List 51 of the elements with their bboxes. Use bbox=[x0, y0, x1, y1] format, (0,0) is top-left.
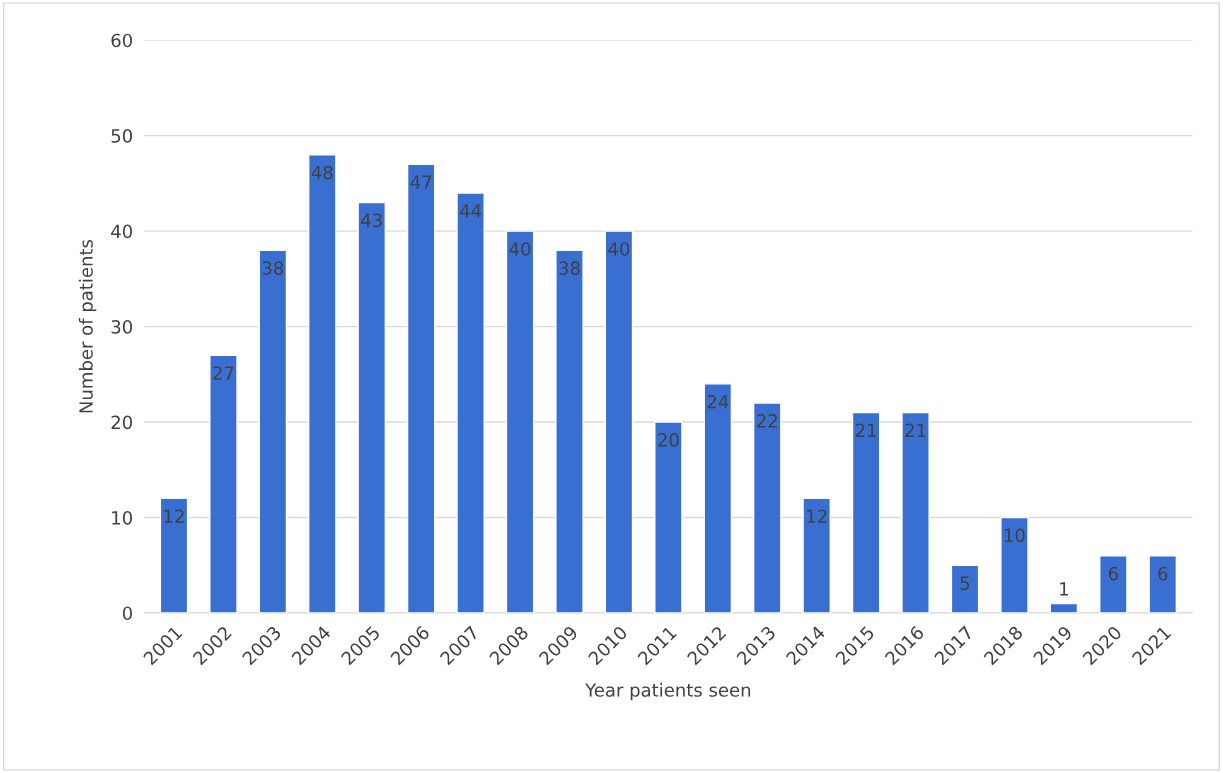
data-label: 22 bbox=[757, 413, 777, 428]
bar bbox=[456, 192, 485, 613]
bar bbox=[357, 201, 387, 613]
data-label: 6 bbox=[1108, 566, 1118, 581]
data-label: 24 bbox=[707, 394, 729, 409]
data-label: 12 bbox=[164, 509, 184, 523]
y-tick-label: 60 bbox=[111, 33, 132, 48]
data-label: 10 bbox=[1004, 528, 1025, 543]
bar bbox=[1148, 555, 1178, 613]
bar bbox=[654, 421, 683, 613]
x-axis-title: Year patients seen bbox=[585, 682, 751, 701]
bar bbox=[209, 354, 238, 613]
bar bbox=[159, 497, 189, 613]
data-label: 1 bbox=[1060, 582, 1068, 596]
y-tick-label: 0 bbox=[122, 606, 132, 621]
data-label: 27 bbox=[213, 366, 234, 380]
data-label: 48 bbox=[311, 165, 333, 180]
bar bbox=[703, 383, 733, 613]
bar bbox=[258, 249, 288, 613]
bar bbox=[505, 230, 535, 613]
data-label: 21 bbox=[905, 423, 926, 437]
y-tick-label: 50 bbox=[111, 129, 132, 143]
data-label: 40 bbox=[509, 242, 531, 256]
data-label: 20 bbox=[658, 433, 679, 447]
y-tick-label: 20 bbox=[111, 415, 132, 430]
data-label: 43 bbox=[361, 213, 382, 228]
bar bbox=[752, 402, 782, 613]
data-label: 21 bbox=[855, 423, 876, 437]
data-label: 6 bbox=[1158, 566, 1168, 581]
bar bbox=[1000, 516, 1029, 613]
data-label: 40 bbox=[608, 242, 630, 256]
bar bbox=[802, 497, 831, 613]
y-tick-label: 40 bbox=[111, 224, 132, 239]
bar bbox=[950, 564, 980, 613]
bar bbox=[901, 411, 930, 613]
data-label: 12 bbox=[807, 509, 827, 523]
bar bbox=[555, 249, 584, 613]
data-label: 44 bbox=[460, 204, 482, 218]
bar bbox=[851, 411, 881, 613]
y-axis-title: Number of patients bbox=[78, 239, 97, 413]
data-label: 38 bbox=[559, 261, 580, 275]
data-label: 47 bbox=[410, 175, 432, 189]
bar bbox=[1099, 555, 1128, 613]
y-tick-label: 10 bbox=[112, 510, 132, 525]
data-label: 38 bbox=[262, 261, 284, 275]
y-tick-label: 30 bbox=[111, 320, 132, 334]
bar bbox=[604, 230, 634, 613]
bar bbox=[1049, 602, 1079, 613]
data-label: 5 bbox=[960, 576, 970, 590]
bar bbox=[406, 163, 436, 613]
bar bbox=[308, 154, 337, 613]
